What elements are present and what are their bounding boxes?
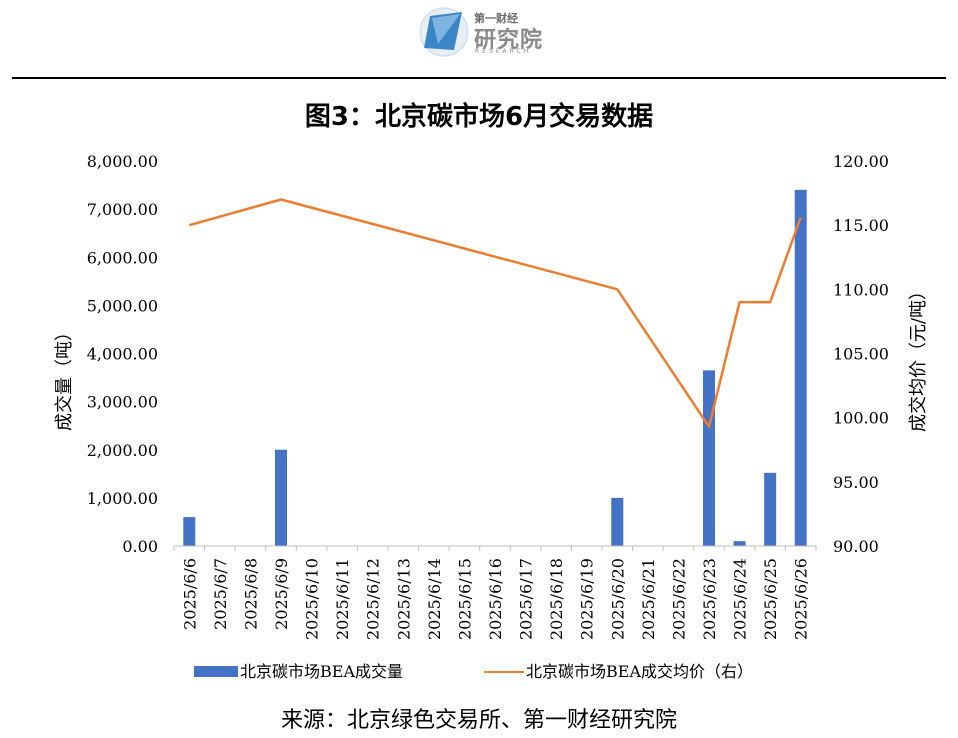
x-tick-label: 2025/6/26 [792, 558, 811, 640]
x-tick-label: 2025/6/17 [517, 558, 536, 640]
y2-tick-label: 105.00 [833, 345, 889, 364]
x-tick-label: 2025/6/7 [211, 558, 230, 630]
x-tick-label: 2025/6/9 [272, 558, 291, 630]
bar [794, 189, 807, 546]
chart-title: 图3：北京碳市场6月交易数据 [304, 102, 654, 132]
x-tick-label: 2025/6/16 [486, 558, 505, 640]
y2-tick-label: 90.00 [833, 537, 879, 556]
y2-tick-label: 115.00 [833, 216, 889, 235]
x-tick-label: 2025/6/15 [455, 558, 474, 640]
x-tick-label: 2025/6/19 [578, 558, 597, 640]
bar [764, 472, 777, 546]
y-tick-label: 2,000.00 [87, 441, 158, 460]
y-tick-label: 1,000.00 [87, 489, 158, 508]
x-tick-label: 2025/6/6 [180, 558, 199, 630]
bar [183, 517, 196, 546]
y2-tick-label: 120.00 [833, 152, 889, 171]
legend-swatch-bar [194, 666, 238, 677]
y2-tick-label: 100.00 [833, 409, 889, 428]
x-tick-label: 2025/6/10 [303, 558, 322, 640]
bar [275, 449, 287, 546]
header-divider [12, 77, 946, 79]
x-tick-label: 2025/6/12 [364, 558, 383, 640]
chart-axes: 0.00 1,000.00 2,000.00 3,000.00 4,000.00 5,00… [87, 152, 889, 640]
bar [703, 370, 715, 546]
x-tick-label: 2025/6/18 [547, 558, 566, 640]
x-tick-label: 2025/6/23 [700, 558, 719, 640]
price-line [188, 198, 802, 428]
y-tick-label: 7,000.00 [87, 200, 158, 219]
x-tick-label: 2025/6/22 [669, 558, 688, 640]
line-series [188, 198, 802, 428]
y-axis-label: 成交量（吨） [54, 323, 75, 431]
x-tick-label: 2025/6/25 [761, 558, 780, 640]
research-logo-icon [419, 7, 469, 57]
bar [611, 497, 624, 546]
bar [733, 541, 746, 546]
legend-label-volume: 北京碳市场BEA成交量 [240, 662, 403, 681]
legend-label-price: 北京碳市场BEA成交均价（右） [526, 662, 753, 681]
bar-series [183, 189, 807, 546]
logo-big-text: 研究院 [474, 28, 544, 53]
x-tick-label: 2025/6/24 [731, 558, 750, 640]
y-tick-label: 4,000.00 [87, 345, 158, 364]
x-tick-label: 2025/6/11 [333, 558, 352, 640]
legend-swatch-line [484, 671, 524, 673]
x-tick-label: 2025/6/21 [639, 558, 658, 640]
x-tick-label: 2025/6/8 [241, 558, 260, 630]
chart-legend: 北京碳市场BEA成交量 北京碳市场BEA成交均价（右） [0, 660, 958, 684]
source-note: 来源：北京绿色交易所、第一财经研究院 [280, 708, 677, 733]
y2-tick-label: 110.00 [833, 280, 889, 299]
y-tick-label: 0.00 [122, 537, 158, 556]
x-tick-label: 2025/6/14 [425, 558, 444, 640]
logo-small-text: 第一财经 [474, 12, 518, 25]
y-tick-label: 6,000.00 [87, 248, 158, 267]
y-tick-label: 5,000.00 [87, 296, 158, 315]
research-logo: 第一财经 研究院 RESEARCH [418, 4, 548, 60]
x-tick-label: 2025/6/13 [394, 558, 413, 640]
y2-tick-label: 95.00 [833, 473, 879, 492]
y-tick-label: 3,000.00 [87, 393, 158, 412]
y-tick-label: 8,000.00 [87, 152, 158, 171]
y2-axis-label: 成交均价（元/吨） [908, 282, 929, 432]
x-tick-label: 2025/6/20 [608, 558, 627, 640]
logo-tiny-text: RESEARCH [475, 48, 532, 55]
